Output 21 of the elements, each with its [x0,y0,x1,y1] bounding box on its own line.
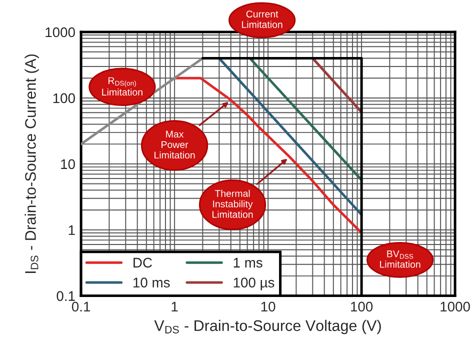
annotation: Thermal Instability Limitation [212,190,253,218]
x-tick-label: 1000 [440,302,470,312]
x-tick-label: 1 [172,302,178,312]
y-tick-label: 10 [61,159,75,170]
x-tick-label: 10 [261,302,276,312]
annotation: BV$_{DSS}$ Limitation [380,250,420,268]
y-tick-label: 1 [68,225,75,235]
legend-label: DC [134,258,152,268]
legend-label: 10 ms [134,278,170,288]
x-tick-label: 100 [351,302,373,312]
annotation: Max Power Limitation [154,130,195,159]
x-axis-title: V$_{DS}$ - Drain-to-Source Voltage (V) [154,320,381,334]
y-tick-label: 1000 [46,27,75,38]
y-tick-label: 100 [53,93,75,104]
x-tick-label: 0.1 [72,302,90,312]
y-tick-label: 0.1 [56,291,75,301]
legend-label: 1 ms [234,258,262,268]
y-axis-title: I$_{DS}$ - Drain-to-Source Current (A) [24,54,39,273]
legend-label: 100 µs [234,278,274,290]
text: Current Limitation [242,10,282,28]
annotation: R$_{DS(on)}$ Limitation [102,77,142,96]
